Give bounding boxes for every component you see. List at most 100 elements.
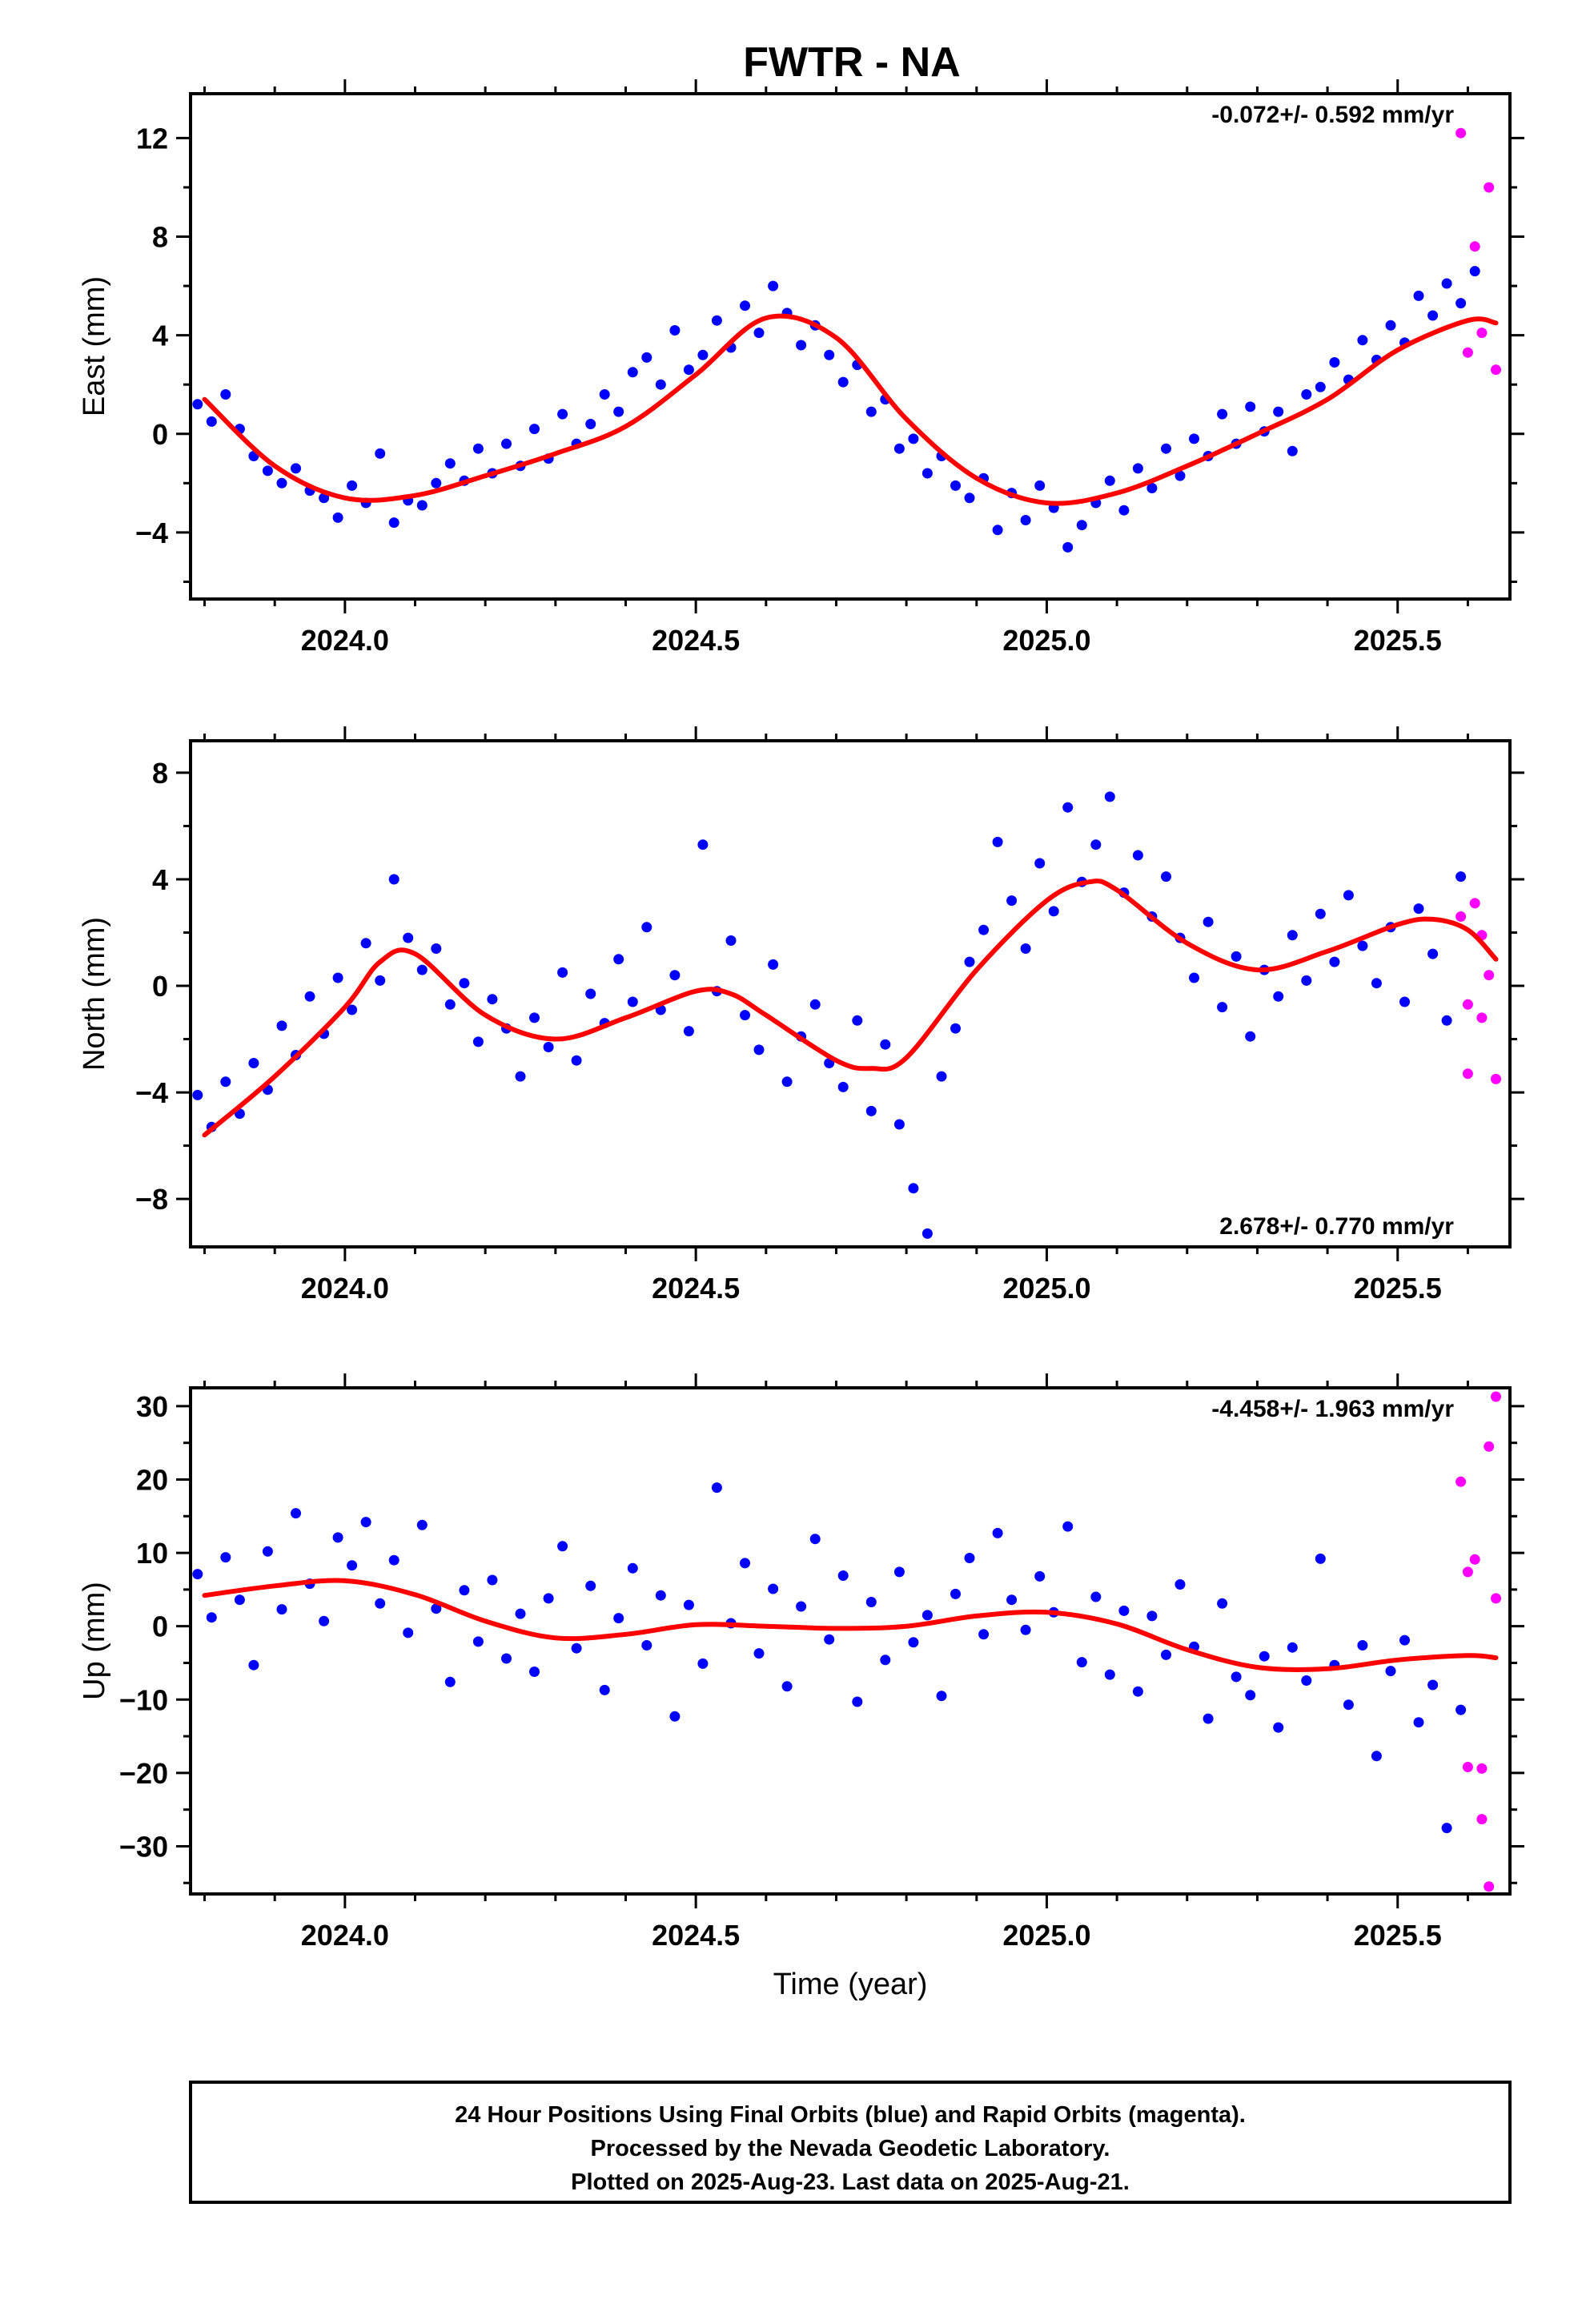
- north-final-point: [1034, 858, 1046, 869]
- north-x-tick-label: 2024.5: [652, 1272, 740, 1305]
- up-rapid-point: [1462, 1566, 1473, 1578]
- up-final-point: [1287, 1642, 1298, 1653]
- east-final-point: [1357, 335, 1368, 346]
- north-final-point: [515, 1071, 526, 1082]
- up-final-point: [206, 1612, 217, 1623]
- up-final-point: [950, 1588, 961, 1599]
- east-final-point: [1062, 541, 1074, 553]
- east-final-point: [683, 364, 694, 376]
- north-final-point: [543, 1042, 554, 1052]
- east-final-point: [416, 500, 428, 511]
- east-final-point: [711, 315, 722, 326]
- east-rapid-point: [1469, 241, 1480, 252]
- north-final-point: [487, 994, 498, 1005]
- up-final-point: [388, 1554, 400, 1566]
- east-x-tick-label: 2025.0: [1002, 624, 1090, 657]
- north-y-tick-label: 8: [152, 757, 168, 790]
- up-final-point: [234, 1594, 245, 1606]
- up-final-point: [921, 1610, 933, 1621]
- north-rapid-point: [1484, 970, 1495, 981]
- east-y-tick-label: 4: [152, 320, 168, 352]
- footer-line-3: Plotted on 2025-Aug-23. Last data on 202…: [571, 2169, 1130, 2195]
- east-x-tick-label: 2024.5: [652, 624, 740, 657]
- north-final-point: [613, 954, 624, 965]
- north-y-tick-label: 0: [152, 970, 168, 1003]
- up-final-point: [472, 1636, 484, 1647]
- north-data-layer: [192, 791, 1501, 1239]
- up-final-point: [557, 1541, 568, 1552]
- up-final-point: [1413, 1717, 1424, 1728]
- up-final-point: [276, 1604, 287, 1615]
- north-final-point: [1371, 978, 1382, 989]
- up-rapid-point: [1491, 1391, 1501, 1402]
- up-rate-text: -4.458+/- 1.963 mm/yr: [1211, 1396, 1454, 1422]
- up-final-point: [1427, 1679, 1439, 1691]
- east-final-point: [1034, 480, 1046, 491]
- east-rate-text: -0.072+/- 0.592 mm/yr: [1211, 102, 1454, 128]
- north-final-point: [220, 1076, 231, 1088]
- east-final-point: [893, 443, 905, 454]
- north-final-point: [740, 1010, 750, 1021]
- up-final-point: [403, 1627, 414, 1638]
- north-final-point: [1315, 908, 1326, 919]
- north-final-point: [1062, 802, 1074, 813]
- up-final-point: [655, 1590, 666, 1601]
- north-final-point: [1090, 839, 1102, 850]
- up-final-point: [1076, 1657, 1087, 1668]
- up-final-point: [1441, 1823, 1452, 1834]
- up-final-point: [1062, 1521, 1074, 1532]
- north-rapid-point: [1462, 1068, 1473, 1080]
- up-y-tick-label: 0: [152, 1610, 168, 1643]
- up-y-tick-label: −30: [119, 1830, 168, 1863]
- east-final-point: [585, 419, 596, 429]
- east-final-point: [206, 416, 217, 427]
- up-final-point: [220, 1552, 231, 1563]
- north-final-point: [1006, 895, 1018, 907]
- north-final-point: [571, 1055, 582, 1066]
- east-final-point: [865, 406, 877, 417]
- east-final-point: [388, 517, 400, 529]
- up-panel: 2024.0 2024.5 2025.0 2025.5 −30 −20 −10 0 10 20 30…: [78, 1373, 1524, 1952]
- east-final-point: [220, 389, 231, 400]
- north-final-point: [360, 938, 371, 949]
- up-final-point: [291, 1508, 301, 1519]
- east-final-point: [1427, 310, 1439, 321]
- east-final-point: [1174, 470, 1186, 481]
- up-y-tick-label: 10: [136, 1537, 168, 1570]
- up-x-tick-label: 2025.5: [1354, 1919, 1442, 1952]
- north-y-tick-label: −4: [135, 1076, 168, 1109]
- up-final-point: [515, 1608, 526, 1619]
- up-frame: [189, 1386, 1512, 1896]
- north-final-point: [880, 1039, 891, 1050]
- north-final-point: [459, 978, 470, 989]
- north-final-point: [921, 1228, 933, 1239]
- east-final-point: [613, 406, 624, 417]
- up-final-point: [852, 1696, 863, 1707]
- footer-line-2: Processed by the Nevada Geodetic Laborat…: [591, 2136, 1110, 2161]
- north-final-point: [964, 956, 975, 967]
- north-final-point: [1203, 916, 1214, 927]
- north-final-point: [431, 943, 442, 954]
- north-final-point: [1399, 996, 1410, 1007]
- east-final-point: [599, 389, 610, 400]
- up-final-point: [1020, 1624, 1031, 1635]
- up-final-point: [781, 1681, 793, 1692]
- north-y-tick-label: −8: [135, 1183, 168, 1216]
- east-final-point: [1076, 520, 1087, 531]
- east-final-point: [375, 448, 386, 459]
- north-final-point: [641, 922, 652, 933]
- east-final-point: [627, 367, 638, 378]
- up-final-point: [1301, 1675, 1312, 1686]
- north-x-tick-label: 2024.0: [301, 1272, 389, 1305]
- east-final-point: [557, 408, 568, 420]
- up-final-point: [375, 1598, 386, 1609]
- east-rapid-point: [1462, 347, 1473, 358]
- east-frame: [189, 92, 1512, 601]
- up-final-point: [893, 1566, 905, 1578]
- up-final-point: [865, 1597, 877, 1607]
- north-final-point: [276, 1020, 287, 1031]
- up-final-point: [543, 1593, 554, 1604]
- east-final-point: [1469, 266, 1480, 277]
- up-final-point: [1203, 1713, 1214, 1724]
- east-final-point: [1132, 463, 1143, 474]
